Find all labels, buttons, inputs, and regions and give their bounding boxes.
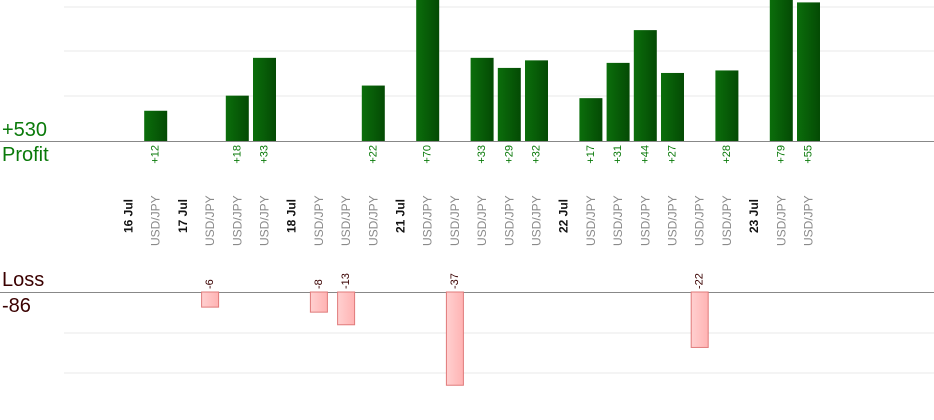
- profit-bar: [470, 57, 494, 142]
- day-label: 21 Jul: [394, 199, 408, 233]
- loss-value-label: -37: [449, 273, 461, 289]
- profit-bar: [715, 70, 739, 141]
- profit-value-label: +79: [775, 145, 787, 164]
- loss-bar: [309, 291, 328, 313]
- pair-label: USD/JPY: [258, 195, 272, 246]
- profit-value-label: +33: [476, 145, 488, 164]
- profit-value-label: +55: [803, 145, 815, 164]
- profit-value-label: +44: [639, 145, 651, 164]
- profit-value-label: +31: [612, 145, 624, 164]
- profit-bar: [633, 30, 657, 141]
- profit-total: +530: [2, 119, 48, 141]
- profit-value-label: +27: [667, 145, 679, 164]
- profit-value-label: +17: [585, 145, 597, 164]
- day-label: 16 Jul: [122, 199, 136, 233]
- pair-label: USD/JPY: [448, 195, 462, 246]
- profit-bar: [144, 110, 168, 141]
- profit-bar: [225, 95, 249, 141]
- loss-value-label: -8: [313, 279, 325, 289]
- profit-bar: [579, 98, 603, 141]
- loss-bar: [690, 291, 709, 348]
- loss-value-label: -22: [694, 273, 706, 289]
- pair-label: USD/JPY: [720, 195, 734, 246]
- profit-bar: [797, 2, 820, 142]
- profit-value-label: +28: [721, 145, 733, 164]
- loss-value-label: -6: [204, 279, 216, 289]
- profit-value-label: +33: [259, 145, 271, 164]
- profit-value-label: +18: [231, 145, 243, 164]
- profit-bar: [253, 57, 276, 142]
- pair-label: USD/JPY: [203, 195, 217, 246]
- pair-label: USD/JPY: [802, 195, 816, 246]
- day-label: 23 Jul: [747, 199, 761, 233]
- pair-label: USD/JPY: [502, 195, 516, 246]
- profit-bar: [497, 67, 521, 141]
- profit-bar: [661, 72, 684, 141]
- profit-value-label: +32: [531, 145, 543, 164]
- profit-bar: [361, 85, 385, 141]
- loss-bar: [445, 291, 464, 386]
- loss-bar: [337, 291, 356, 326]
- pair-label: USD/JPY: [421, 195, 435, 246]
- pair-label: USD/JPY: [230, 195, 244, 246]
- pair-label: USD/JPY: [611, 195, 625, 246]
- pair-label: USD/JPY: [584, 195, 598, 246]
- pair-label: USD/JPY: [530, 195, 544, 246]
- day-label: 17 Jul: [176, 199, 190, 233]
- day-label: 18 Jul: [285, 199, 299, 233]
- pair-label: USD/JPY: [666, 195, 680, 246]
- day-label: 22 Jul: [557, 199, 571, 233]
- pair-label: USD/JPY: [693, 195, 707, 246]
- pair-label: USD/JPY: [366, 195, 380, 246]
- profit-bar: [525, 60, 548, 141]
- profit-bar: [606, 62, 630, 141]
- loss-total: -86: [2, 295, 31, 317]
- profit-bar: [769, 0, 793, 141]
- pair-label: USD/JPY: [475, 195, 489, 246]
- profit-label: Profit: [2, 144, 49, 166]
- loss-value-label: -13: [340, 273, 352, 289]
- profit-value-label: +70: [422, 145, 434, 164]
- pair-label: USD/JPY: [149, 195, 163, 246]
- profit-value-label: +29: [503, 145, 515, 164]
- profit-value-label: +12: [150, 145, 162, 164]
- pair-label: USD/JPY: [312, 195, 326, 246]
- pair-label: USD/JPY: [339, 195, 353, 246]
- profit-value-label: +22: [367, 145, 379, 164]
- pair-label: USD/JPY: [774, 195, 788, 246]
- loss-bar: [201, 291, 220, 308]
- loss-label: Loss: [2, 269, 45, 291]
- profit-bar: [416, 0, 440, 141]
- pair-label: USD/JPY: [638, 195, 652, 246]
